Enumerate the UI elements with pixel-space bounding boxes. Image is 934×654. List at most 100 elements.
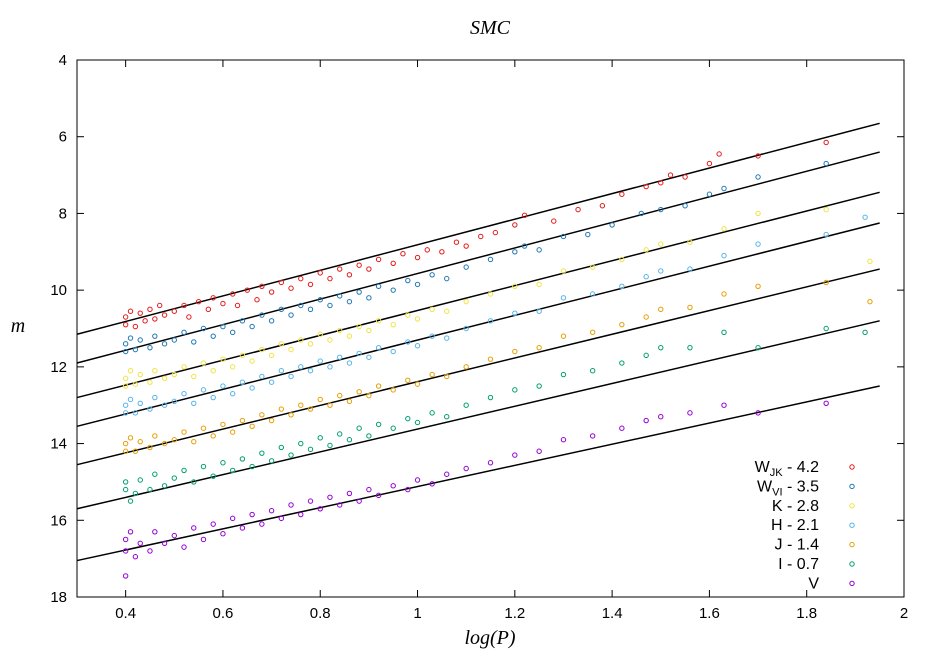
y-tick-label: 14 bbox=[50, 436, 67, 453]
data-point-2 bbox=[405, 312, 411, 318]
data-point-6 bbox=[210, 521, 216, 527]
data-point-6 bbox=[220, 531, 226, 537]
data-point-2 bbox=[307, 341, 314, 347]
data-point-6 bbox=[152, 529, 158, 535]
data-point-5 bbox=[132, 490, 139, 497]
data-point-6 bbox=[127, 529, 134, 535]
data-point-2 bbox=[721, 226, 727, 232]
data-point-6 bbox=[259, 521, 265, 527]
data-point-5 bbox=[327, 442, 333, 449]
data-point-3 bbox=[152, 394, 158, 401]
data-point-2 bbox=[366, 327, 372, 334]
data-point-0 bbox=[463, 243, 469, 249]
data-point-2 bbox=[229, 364, 236, 370]
data-point-4 bbox=[429, 371, 435, 378]
y-tick-label: 10 bbox=[50, 282, 67, 299]
data-point-5 bbox=[512, 387, 518, 393]
legend-marker-4 bbox=[849, 541, 855, 548]
data-point-6 bbox=[823, 400, 829, 406]
data-point-3 bbox=[327, 364, 333, 370]
data-point-3 bbox=[127, 396, 134, 403]
x-tick-label: 1.4 bbox=[602, 605, 623, 622]
data-point-6 bbox=[390, 483, 396, 489]
data-point-0 bbox=[400, 251, 406, 257]
legend-marker-3 bbox=[849, 522, 855, 528]
data-point-3 bbox=[823, 231, 829, 238]
y-tick-label: 12 bbox=[50, 359, 67, 376]
data-point-5 bbox=[536, 383, 542, 389]
data-point-2 bbox=[268, 352, 275, 359]
data-point-4 bbox=[536, 344, 542, 351]
data-point-4 bbox=[152, 433, 158, 439]
data-point-1 bbox=[137, 337, 143, 343]
x-axis-label: log(P) bbox=[464, 627, 515, 649]
data-point-5 bbox=[405, 415, 411, 422]
data-point-1 bbox=[122, 341, 129, 347]
y-tick-label: 4 bbox=[59, 52, 67, 69]
data-point-3 bbox=[658, 268, 664, 274]
data-point-6 bbox=[122, 536, 129, 543]
data-point-3 bbox=[259, 373, 265, 380]
data-point-6 bbox=[288, 502, 294, 508]
data-point-2 bbox=[220, 356, 226, 362]
data-point-0 bbox=[521, 212, 528, 219]
data-point-6 bbox=[229, 515, 236, 522]
data-point-2 bbox=[122, 383, 129, 389]
data-point-2 bbox=[867, 258, 873, 265]
data-point-1 bbox=[658, 206, 664, 213]
data-point-6 bbox=[122, 573, 129, 579]
data-point-2 bbox=[147, 379, 153, 385]
y-tick-label: 16 bbox=[50, 512, 67, 529]
data-point-6 bbox=[755, 410, 761, 416]
data-point-6 bbox=[147, 548, 153, 554]
data-point-4 bbox=[589, 329, 596, 336]
data-point-3 bbox=[210, 394, 216, 401]
data-point-0 bbox=[346, 272, 353, 278]
data-point-0 bbox=[157, 302, 163, 309]
data-point-3 bbox=[619, 283, 625, 290]
data-point-1 bbox=[375, 283, 382, 290]
data-point-5 bbox=[687, 344, 693, 351]
data-point-0 bbox=[288, 285, 294, 291]
data-point-0 bbox=[132, 323, 139, 330]
data-point-5 bbox=[249, 463, 255, 470]
legend-label-2: K - 2.8 bbox=[772, 498, 819, 515]
data-point-3 bbox=[487, 318, 494, 324]
legend-label-0: WJK - 4.2 bbox=[755, 459, 820, 479]
data-point-6 bbox=[200, 536, 207, 543]
y-axis-label: m bbox=[11, 315, 25, 337]
data-point-2 bbox=[132, 381, 139, 387]
data-point-3 bbox=[643, 274, 649, 280]
data-point-1 bbox=[249, 323, 255, 330]
data-point-2 bbox=[259, 346, 265, 353]
data-point-1 bbox=[390, 287, 396, 293]
data-point-4 bbox=[268, 417, 275, 424]
data-point-3 bbox=[268, 379, 275, 385]
data-point-5 bbox=[171, 475, 177, 481]
x-tick-label: 1.6 bbox=[699, 605, 720, 622]
data-point-3 bbox=[356, 350, 362, 357]
data-point-4 bbox=[307, 406, 314, 412]
data-point-3 bbox=[366, 354, 372, 360]
y-tick-label: 6 bbox=[59, 129, 67, 146]
data-point-4 bbox=[161, 440, 168, 447]
data-point-4 bbox=[220, 421, 226, 428]
data-point-3 bbox=[862, 214, 868, 220]
data-point-0 bbox=[278, 279, 285, 286]
data-point-5 bbox=[147, 486, 153, 493]
y-axis-ticks: 4 6 8 10 12 14 16 18 bbox=[50, 52, 904, 606]
data-point-6 bbox=[375, 492, 382, 499]
data-point-1 bbox=[327, 302, 333, 309]
data-point-0 bbox=[317, 270, 323, 276]
fit-line-5 bbox=[76, 320, 880, 510]
data-point-2 bbox=[356, 323, 362, 330]
data-point-3 bbox=[687, 266, 693, 272]
data-point-0 bbox=[390, 260, 396, 266]
data-point-1 bbox=[220, 323, 226, 330]
fit-line-0 bbox=[76, 122, 880, 335]
data-point-2 bbox=[210, 367, 216, 374]
data-point-2 bbox=[658, 241, 664, 247]
data-point-6 bbox=[721, 402, 727, 408]
data-point-2 bbox=[288, 346, 294, 353]
data-point-1 bbox=[307, 306, 314, 313]
